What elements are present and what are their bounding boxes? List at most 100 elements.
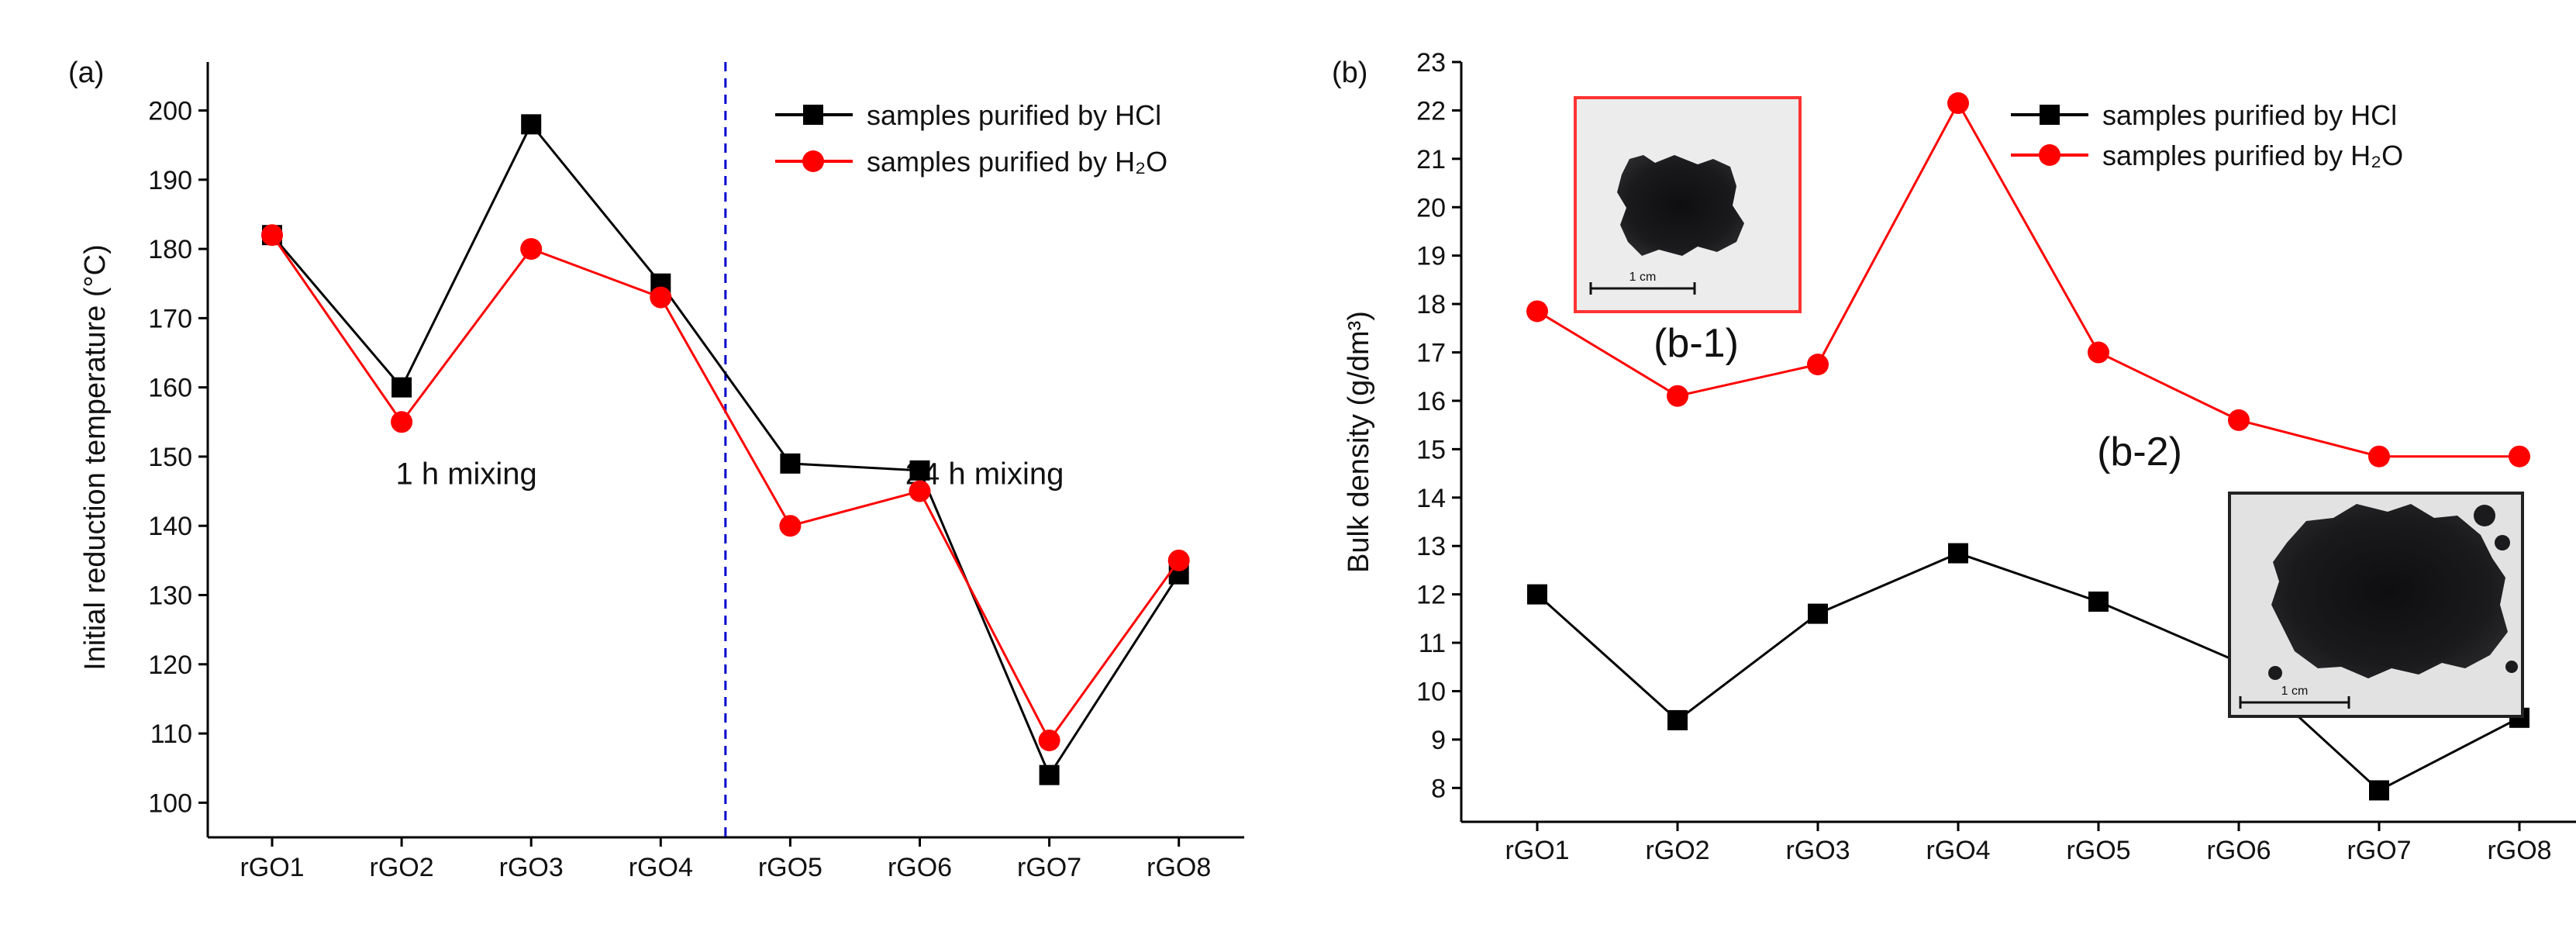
legend-label-hcl: samples purified by HCl bbox=[2102, 99, 2397, 131]
panel-b-label: (b) bbox=[1332, 57, 1367, 89]
legend-marker-square bbox=[803, 105, 823, 125]
x-tick-label: rGO5 bbox=[2066, 836, 2130, 865]
data-point-h2o bbox=[779, 515, 802, 537]
y-tick-label: 19 bbox=[1416, 242, 1446, 271]
inset-b2-photo: (b-2) 1 cm bbox=[2097, 430, 2524, 718]
x-tick-label: rGO6 bbox=[2206, 836, 2271, 865]
scale-bar-b2-label: 1 cm bbox=[2281, 685, 2309, 698]
y-tick-label: 20 bbox=[1416, 193, 1446, 223]
data-point-hcl bbox=[1948, 543, 1968, 564]
y-tick-label: 22 bbox=[1416, 96, 1446, 126]
y-tick-label: 12 bbox=[1416, 581, 1446, 610]
legend-marker-square bbox=[2040, 105, 2060, 125]
panel-a-legend: samples purified by HCl samples purified… bbox=[775, 99, 1167, 178]
data-point-hcl bbox=[2369, 780, 2389, 801]
data-point-hcl bbox=[391, 377, 412, 398]
annotation-1h-mixing: 1 h mixing bbox=[395, 457, 536, 492]
data-point-h2o bbox=[2228, 409, 2250, 431]
series-line-hcl bbox=[1536, 551, 2520, 792]
data-point-h2o bbox=[1667, 385, 1688, 407]
x-tick-label: rGO2 bbox=[370, 853, 434, 882]
data-point-hcl bbox=[780, 453, 801, 474]
data-point-h2o bbox=[2368, 445, 2390, 468]
y-tick-label: 140 bbox=[148, 512, 192, 541]
x-tick-label: rGO4 bbox=[629, 853, 693, 882]
y-tick-label: 10 bbox=[1416, 677, 1446, 706]
x-tick-label: rGO1 bbox=[1505, 836, 1569, 865]
x-tick-label: rGO1 bbox=[240, 853, 304, 882]
x-tick-label: rGO3 bbox=[499, 853, 564, 882]
y-tick-label: 14 bbox=[1416, 484, 1446, 513]
x-tick-label: rGO6 bbox=[888, 853, 952, 882]
legend-label-h2o: samples purified by H₂O bbox=[2102, 140, 2403, 171]
legend-marker-circle bbox=[2039, 144, 2060, 166]
x-tick-label: rGO8 bbox=[1147, 853, 1211, 882]
x-tick-label: rGO7 bbox=[1017, 853, 1081, 882]
data-point-h2o bbox=[1807, 354, 1829, 376]
series-line-h2o bbox=[271, 234, 1180, 743]
x-tick-label: rGO4 bbox=[1926, 836, 1990, 865]
data-point-hcl bbox=[1808, 603, 1828, 624]
data-point-hcl bbox=[1527, 584, 1547, 605]
data-point-hcl bbox=[1667, 709, 1688, 730]
panel-b-axis-ticks: 8 9 10 11 12 13 14 15 16 17 18 19 20 21 22 23 rGO1 rGO2 rG… bbox=[1416, 48, 2551, 865]
inset-b1-photo: 1 cm (b-1) bbox=[1574, 96, 1802, 366]
annotation-24h-mixing: 24 h mixing bbox=[905, 457, 1064, 492]
y-tick-label: 13 bbox=[1416, 532, 1446, 561]
y-tick-label: 160 bbox=[148, 374, 192, 403]
y-tick-label: 16 bbox=[1416, 387, 1446, 416]
y-tick-label: 200 bbox=[148, 97, 192, 126]
y-tick-label: 120 bbox=[148, 650, 192, 680]
data-point-hcl bbox=[909, 460, 930, 481]
legend-label-hcl: samples purified by HCl bbox=[867, 99, 1161, 131]
legend-marker-circle bbox=[802, 150, 824, 172]
panel-a-axis-ticks: 100 110 120 130 140 150 160 170 180 190 200 rGO1 rGO… bbox=[148, 97, 1211, 883]
data-point-h2o bbox=[1947, 92, 1969, 115]
data-point-h2o bbox=[261, 224, 283, 247]
inset-b1-frame bbox=[1574, 96, 1802, 313]
y-tick-label: 100 bbox=[148, 788, 192, 818]
panel-a-chart: (a) Initial reduction temperature (°C) 1… bbox=[68, 57, 1244, 882]
y-tick-label: 18 bbox=[1416, 290, 1446, 319]
y-tick-label: 21 bbox=[1416, 145, 1446, 174]
y-tick-label: 15 bbox=[1416, 435, 1446, 464]
data-point-h2o bbox=[2509, 445, 2530, 468]
scale-bar-b1-label: 1 cm bbox=[1629, 271, 1657, 284]
powder-sample-b1 bbox=[1617, 155, 1744, 256]
legend-label-h2o: samples purified by H₂O bbox=[867, 146, 1167, 178]
panel-b-chart: (b) Bulk density (g/dm³) 8 9 10 11 12 13 14 15 1… bbox=[1332, 48, 2576, 865]
panel-a-label: (a) bbox=[68, 57, 104, 89]
panel-b-y-axis-title: Bulk density (g/dm³) bbox=[1343, 311, 1375, 573]
y-tick-label: 180 bbox=[148, 235, 192, 264]
y-tick-label: 110 bbox=[150, 719, 192, 749]
y-tick-label: 23 bbox=[1416, 48, 1446, 78]
y-tick-label: 190 bbox=[148, 166, 192, 195]
data-point-h2o bbox=[1167, 549, 1190, 571]
data-point-h2o bbox=[520, 238, 543, 261]
panel-a-series bbox=[261, 114, 1190, 785]
x-tick-label: rGO7 bbox=[2347, 836, 2411, 865]
y-tick-label: 9 bbox=[1431, 726, 1446, 755]
x-tick-label: rGO5 bbox=[758, 853, 822, 882]
data-point-h2o bbox=[909, 480, 931, 502]
x-tick-label: rGO8 bbox=[2487, 836, 2551, 865]
panel-a-y-axis-title: Initial reduction temperature (°C) bbox=[79, 244, 112, 671]
data-point-hcl bbox=[2088, 591, 2109, 612]
powder-sample-b2 bbox=[2271, 504, 2508, 678]
x-tick-label: rGO3 bbox=[1785, 836, 1850, 865]
inset-b1-label: (b-1) bbox=[1654, 321, 1739, 366]
data-point-hcl bbox=[521, 114, 542, 135]
panel-b-legend: samples purified by HCl samples purified… bbox=[2011, 99, 2403, 171]
data-point-h2o bbox=[391, 411, 413, 433]
x-tick-label: rGO2 bbox=[1645, 836, 1709, 865]
y-tick-label: 170 bbox=[148, 304, 192, 333]
data-point-h2o bbox=[2088, 341, 2109, 364]
data-point-h2o bbox=[1038, 730, 1060, 751]
y-tick-label: 150 bbox=[148, 443, 192, 472]
y-tick-label: 11 bbox=[1419, 629, 1446, 658]
panel-b-series bbox=[1526, 92, 2530, 801]
data-point-hcl bbox=[1039, 764, 1060, 785]
data-point-h2o bbox=[1526, 300, 1548, 323]
y-tick-label: 130 bbox=[148, 581, 192, 611]
